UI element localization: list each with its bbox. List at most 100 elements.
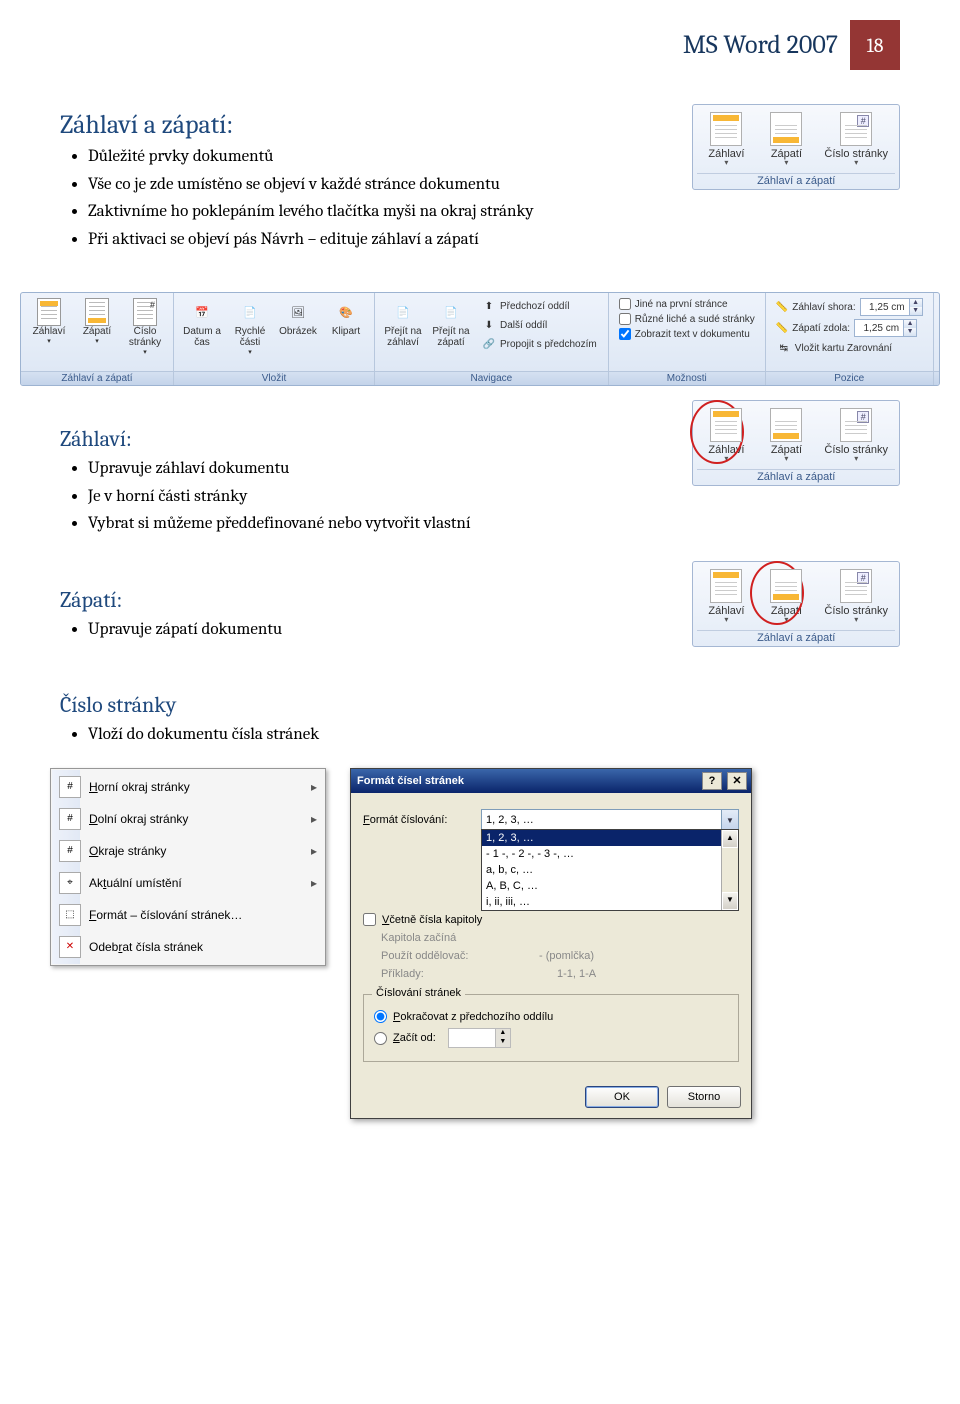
label: Začít od: [393, 1032, 436, 1044]
page-number-icon: # [840, 569, 872, 603]
include-chapter-check[interactable]: Včetně čísla kapitoly [363, 913, 739, 926]
format-option[interactable]: a, b, c, … [482, 862, 738, 878]
page-top-icon: # [59, 776, 81, 798]
footer-button[interactable]: Zápatí ▾ [757, 109, 815, 170]
footer-icon [770, 112, 802, 146]
ctx-current[interactable]: ⌖ Aktuální umístění ▸ [53, 867, 323, 899]
separator-value: - (pomlčka) [539, 950, 594, 962]
section-footer-title: Zápatí: [60, 587, 662, 613]
list-item: Vybrat si můžeme předdefinované nebo vyt… [88, 511, 662, 537]
group-legend: Číslování stránek [372, 987, 465, 999]
format-option[interactable]: A, B, C, … [482, 878, 738, 894]
ribbon-footer[interactable]: Zápatí▾ [73, 296, 121, 348]
list-item: Upravuje záhlaví dokumentu [88, 456, 662, 482]
ribbon-date-time[interactable]: 📅Datum a čas [178, 296, 226, 351]
label: Záhlaví shora: [792, 302, 855, 313]
examples-label: Příklady: [381, 968, 491, 980]
ctx-format[interactable]: ⬚Formát – číslování stránek… [53, 899, 323, 931]
label: Odebrat čísla stránek [89, 940, 203, 954]
page-number-button[interactable]: #Číslo stránky▾ [817, 405, 895, 466]
help-button[interactable]: ? [702, 772, 722, 790]
label: Záhlaví [33, 326, 66, 337]
close-button[interactable]: ✕ [727, 772, 747, 790]
label: Propojit s předchozím [500, 339, 597, 350]
header-icon [710, 112, 742, 146]
submenu-arrow-icon: ▸ [311, 844, 317, 858]
ribbon-picture[interactable]: 🖼Obrázek [274, 296, 322, 340]
ok-button[interactable]: OK [585, 1086, 659, 1108]
section-pagenum-list: Vloží do dokumentu čísla stránek [88, 722, 900, 748]
list-item: Při aktivaci se objeví pás Návrh – editu… [88, 227, 662, 253]
ribbon-diff-oddeven[interactable]: Různé liché a sudé stránky [616, 312, 758, 326]
footer-button[interactable]: Zápatí▾ [757, 405, 815, 466]
list-item: Důležité prvky dokumentů [88, 144, 662, 170]
ribbon-footer-bottom[interactable]: 📏Zápatí zdola: 1,25 cm▲▼ [773, 318, 926, 338]
header-button[interactable]: Záhlaví▾ [697, 566, 755, 627]
radio-continue[interactable]: Pokračovat z předchozího oddílu [374, 1010, 728, 1023]
combo-value: 1, 2, 3, … [486, 814, 534, 826]
radio-start[interactable]: Začít od: ▲ ▼ [374, 1028, 728, 1048]
format-label: Formát číslování: [363, 814, 473, 826]
submenu-arrow-icon: ▸ [311, 876, 317, 890]
ribbon-header-top[interactable]: 📏Záhlaví shora: 1,25 cm▲▼ [773, 297, 926, 317]
header-button[interactable]: Záhlaví▾ [697, 405, 755, 466]
page-margins-icon: # [59, 840, 81, 862]
ribbon-clipart[interactable]: 🎨Klipart [322, 296, 370, 340]
gallery-caption: Záhlaví a zápatí [697, 173, 895, 187]
ctx-top[interactable]: # Horní okraj stránky ▸ [53, 771, 323, 803]
format-option[interactable]: i, ii, iii, … [482, 894, 738, 910]
chapter-begins-label: Kapitola začíná [381, 932, 491, 944]
ctx-margins[interactable]: # Okraje stránky ▸ [53, 835, 323, 867]
group-caption: Záhlaví a zápatí [21, 371, 173, 385]
label: Předchozí oddíl [500, 301, 570, 312]
format-option[interactable]: - 1 -, - 2 -, - 3 -, … [482, 846, 738, 862]
ribbon-link-previous[interactable]: 🔗Propojit s předchozím [478, 335, 601, 353]
ribbon-header[interactable]: Záhlaví▾ [25, 296, 73, 348]
ribbon-next-section[interactable]: ⬇Další oddíl [478, 316, 601, 334]
label: Včetně čísla kapitoly [382, 914, 482, 926]
label: Okraje stránky [89, 844, 166, 858]
ctx-bottom[interactable]: #Dolní okraj stránky▸ [53, 803, 323, 835]
header-footer-gallery: Záhlaví ▾ Zápatí ▾ # Číslo stránky ▾ Záh… [692, 104, 900, 190]
label: Zápatí [83, 326, 111, 337]
ribbon-align-tab[interactable]: ↹Vložit kartu Zarovnání [773, 339, 926, 357]
page-number-button[interactable]: #Číslo stránky▾ [817, 566, 895, 627]
cancel-button[interactable]: Storno [667, 1086, 741, 1108]
ribbon-goto-header[interactable]: 📄Přejít na záhlaví [379, 296, 427, 351]
list-item: Vše co je zde umístěno se objeví v každé… [88, 172, 662, 198]
footer-button[interactable]: Zápatí▾ [757, 566, 815, 627]
page-number-button[interactable]: # Číslo stránky ▾ [817, 109, 895, 170]
ribbon-prev-section[interactable]: ⬆Předchozí oddíl [478, 297, 601, 315]
footer-icon [770, 408, 802, 442]
header-button[interactable]: Záhlaví ▾ [697, 109, 755, 170]
section-pagenum-title: Číslo stránky [60, 692, 900, 718]
section-header-list: Upravuje záhlaví dokumentu Je v horní čá… [88, 456, 662, 537]
ribbon-show-text[interactable]: Zobrazit text v dokumentu [616, 327, 758, 341]
header-gallery: Záhlaví▾ Zápatí▾ #Číslo stránky▾ Záhlaví… [692, 400, 900, 486]
value: 1,25 cm [855, 323, 903, 334]
ribbon-close[interactable]: ✕ Zavřít záhlaví a zápatí [938, 296, 940, 368]
examples-value: 1-1, 1-A [557, 968, 596, 980]
format-option[interactable]: 1, 2, 3, … [482, 830, 738, 846]
ribbon-goto-footer[interactable]: 📄Přejít na zápatí [427, 296, 475, 351]
group-caption: Zavřít [934, 371, 940, 385]
ribbon-diff-first[interactable]: Jiné na první stránce [616, 297, 758, 311]
page-number-icon: # [840, 112, 872, 146]
label: Horní okraj stránky [89, 780, 190, 794]
label: Další oddíl [500, 320, 547, 331]
ctx-remove[interactable]: ✕Odebrat čísla stránek [53, 931, 323, 963]
value: 1,25 cm [861, 302, 909, 313]
chevron-down-icon: ▼ [721, 810, 738, 830]
page-bottom-icon: # [59, 808, 81, 830]
current-position-icon: ⌖ [59, 872, 81, 894]
group-caption: Navigace [375, 371, 608, 385]
label: Aktuální umístění [89, 876, 182, 890]
format-combo[interactable]: 1, 2, 3, … ▼ 1, 2, 3, … - 1 -, - 2 -, - … [481, 809, 739, 831]
label: Formát – číslování stránek… [89, 908, 242, 922]
label: Zápatí zdola: [792, 323, 850, 334]
ribbon-page-number[interactable]: #Číslo stránky▾ [121, 296, 169, 359]
section-footer-list: Upravuje zápatí dokumentu [88, 617, 662, 643]
submenu-arrow-icon: ▸ [311, 780, 317, 794]
submenu-arrow-icon: ▸ [311, 812, 317, 826]
ribbon-quick-parts[interactable]: 📄Rychlé části▾ [226, 296, 274, 359]
